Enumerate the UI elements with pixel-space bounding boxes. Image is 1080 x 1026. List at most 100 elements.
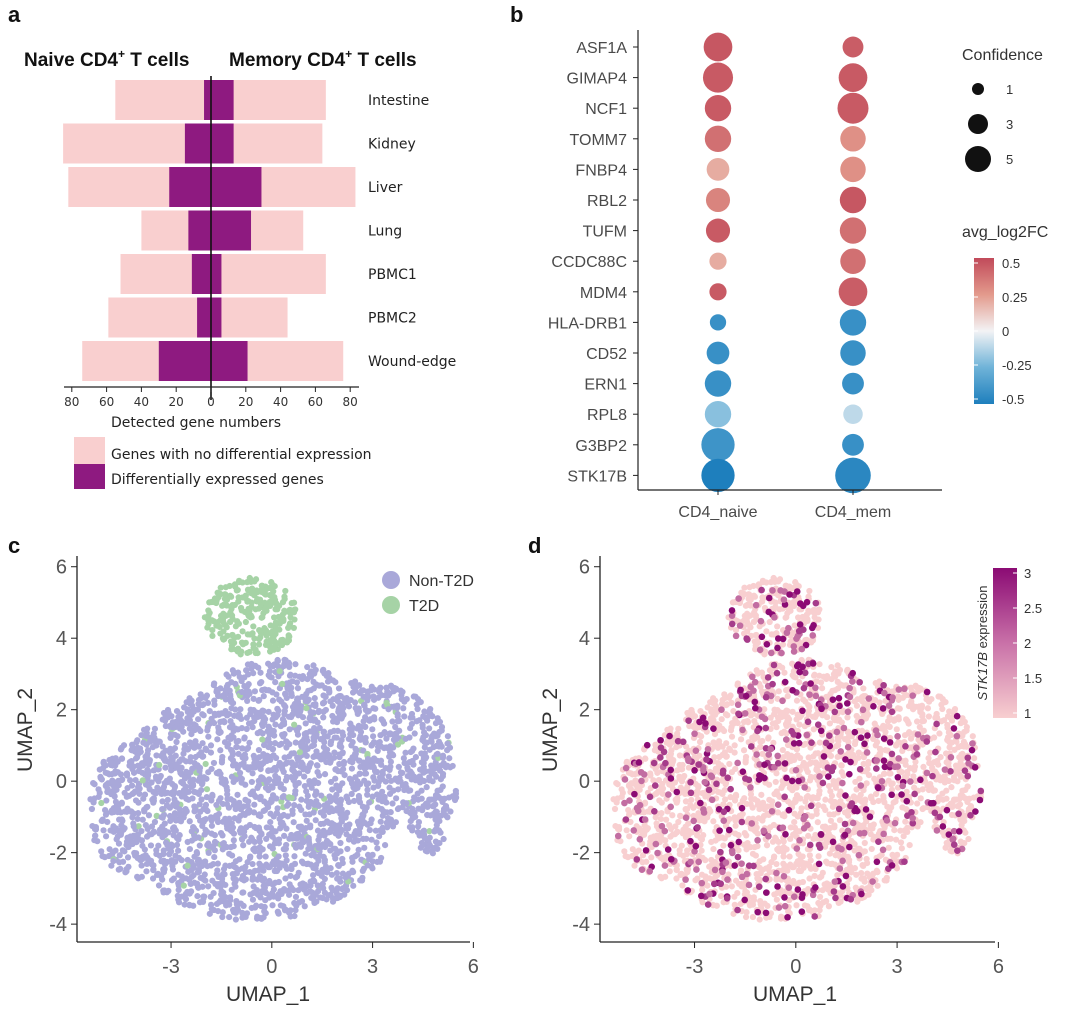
umap-point <box>176 764 183 771</box>
umap-point <box>710 845 717 853</box>
gene-label-tufm: TUFM <box>583 224 627 241</box>
umap-point <box>256 696 263 704</box>
umap-point <box>325 670 332 677</box>
umap-point <box>625 769 632 776</box>
umap-point <box>816 893 824 901</box>
umap-point <box>749 913 757 921</box>
umap-point <box>332 775 339 782</box>
umap-point <box>336 700 344 707</box>
umap-point <box>197 874 204 882</box>
umap-point <box>361 844 368 851</box>
umap-point <box>306 761 313 769</box>
umap-point <box>439 773 446 780</box>
umap-point <box>171 796 178 803</box>
umap-point <box>853 786 860 793</box>
umap-point <box>246 821 254 829</box>
umap-point <box>134 762 142 769</box>
umap-point <box>328 884 335 891</box>
umap-point <box>226 894 234 901</box>
umap-point <box>175 847 182 854</box>
umap-point <box>92 832 99 840</box>
umap-point <box>860 862 867 869</box>
umap-point <box>447 764 454 771</box>
umap-point <box>193 850 201 857</box>
umap-point <box>123 868 130 875</box>
umap-point <box>409 824 416 831</box>
umap-point <box>208 822 216 829</box>
umap-point <box>389 819 397 826</box>
umap-point <box>445 794 453 801</box>
umap-point <box>129 741 136 748</box>
umap-point <box>323 837 331 845</box>
umap-point <box>738 883 745 890</box>
umap-point-t2d <box>239 641 247 648</box>
bar-de-memory-lung <box>211 210 252 251</box>
umap-point <box>280 786 287 793</box>
umap-point <box>444 814 451 821</box>
umap-point <box>203 747 210 754</box>
umap-point-t2d <box>248 599 255 606</box>
umap-point <box>118 822 125 829</box>
dot-mem-cd52 <box>840 340 866 366</box>
umap-point <box>215 710 222 717</box>
umap-point <box>289 835 296 842</box>
umap-point <box>722 711 730 718</box>
umap-point <box>168 815 175 823</box>
umap-point <box>250 846 257 853</box>
umap-point-t2d <box>252 576 260 583</box>
umap-point <box>321 875 328 883</box>
umap-point <box>282 777 290 784</box>
umap-point <box>310 734 317 741</box>
umap-point <box>160 847 167 854</box>
umap-point <box>349 689 357 696</box>
umap-point <box>261 798 268 805</box>
umap-point <box>150 788 157 796</box>
umap-point <box>657 815 665 823</box>
umap-point <box>166 722 174 729</box>
umap-point <box>138 732 145 739</box>
umap-point <box>780 853 787 860</box>
umap-point <box>420 763 427 771</box>
umap-point <box>868 845 875 853</box>
umap-point-t2d <box>252 606 259 613</box>
umap-point <box>255 664 262 671</box>
umap-point <box>944 724 951 731</box>
umap-point <box>434 815 441 823</box>
umap-point <box>272 679 279 686</box>
umap-point <box>389 718 396 725</box>
umap-point <box>115 782 122 789</box>
umap-point <box>430 732 437 739</box>
umap-point-t2d <box>206 609 213 617</box>
umap-point <box>676 773 683 780</box>
umap-point <box>221 710 228 717</box>
umap-point <box>152 773 160 780</box>
umap-point <box>409 815 416 822</box>
umap-point <box>342 874 349 881</box>
umap-point <box>182 805 189 813</box>
bar-de-memory-wound-edge <box>211 341 248 381</box>
umap-point <box>125 843 132 851</box>
umap-point <box>349 858 356 865</box>
umap-point <box>200 818 207 825</box>
umap-point <box>302 697 309 705</box>
umap-point <box>793 697 801 704</box>
umap-point <box>356 799 364 806</box>
umap-point <box>124 784 131 792</box>
umap-point <box>820 803 827 810</box>
umap-point <box>187 725 194 732</box>
umap-point <box>184 838 191 846</box>
umap-y-tick-label: 0 <box>56 771 67 793</box>
umap-point <box>791 818 798 826</box>
umap-point <box>281 906 288 913</box>
umap-point <box>420 734 427 741</box>
umap-point <box>437 762 444 769</box>
umap-point <box>362 723 369 730</box>
umap-point <box>147 842 155 849</box>
umap-point <box>364 786 371 793</box>
umap-point <box>214 818 222 826</box>
umap-point <box>105 852 113 860</box>
umap-point-t2d <box>251 635 258 642</box>
umap-point <box>226 850 233 857</box>
umap-point <box>793 746 800 753</box>
